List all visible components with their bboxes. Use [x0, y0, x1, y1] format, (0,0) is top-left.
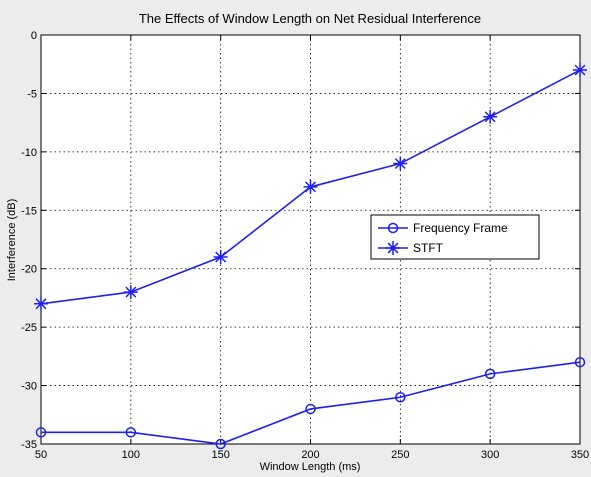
series-line-frequency-frame: [41, 361, 581, 445]
legend-label: Frequency Frame: [413, 221, 508, 235]
data-point-frequency-frame: [484, 368, 496, 380]
x-tick-label: 100: [122, 449, 140, 461]
x-tick-label: 350: [571, 449, 589, 461]
y-tick-label: -10: [21, 147, 37, 159]
data-point-stft: [393, 156, 408, 171]
grid-lines: [41, 35, 580, 444]
y-tick-label: -30: [21, 381, 37, 393]
data-point-stft-shape: [303, 179, 318, 194]
legend-box: [370, 214, 540, 260]
data-point-stft-shape: [213, 250, 228, 265]
data-point-frequency-frame: [395, 392, 406, 403]
data-point-frequency-frame: [574, 356, 586, 368]
data-point-stft-shape: [483, 109, 498, 124]
y-tick-label: -15: [21, 205, 37, 217]
data-point-stft: [213, 250, 228, 265]
y-tick-label: -35: [21, 439, 37, 451]
x-axis-ticks: 50 100 150 200 250 300 350: [35, 35, 589, 461]
legend-label: STFT: [413, 241, 444, 255]
y-tick-label: -25: [21, 322, 37, 334]
y-axis-ticks: 0 -5 -10 -15 -20 -25 -30 -35: [21, 30, 580, 451]
legend-marker-stft-shape: [386, 241, 400, 255]
data-point-frequency-frame: [125, 427, 137, 438]
data-point-stft: [483, 109, 498, 124]
data-point-stft-shape: [573, 63, 587, 78]
y-axis-label: Interference (dB): [6, 199, 18, 282]
data-point-frequency-frame: [215, 438, 226, 450]
x-axis-label: Window Length (ms): [260, 461, 361, 473]
data-point-stft-shape: [393, 156, 408, 171]
legend-item-frequency-frame: Frequency Frame: [378, 221, 508, 235]
legend-item-stft: STFT: [378, 241, 444, 255]
legend-items: Frequency Frame STFT: [378, 221, 508, 255]
data-point-stft: [123, 285, 138, 300]
y-tick-label: -20: [21, 264, 37, 276]
x-tick-label: 200: [301, 449, 319, 461]
x-tick-label: 150: [211, 449, 229, 461]
x-tick-label: 250: [391, 449, 409, 461]
data-point-stft: [34, 296, 48, 311]
x-tick-label: 50: [35, 449, 47, 461]
legend: Frequency Frame STFT: [370, 214, 540, 260]
data-point-frequency-frame: [305, 403, 316, 415]
y-tick-label: -5: [27, 88, 37, 100]
y-tick-label: 0: [31, 30, 37, 42]
data-point-stft-shape: [123, 285, 138, 300]
data-point-stft: [303, 179, 318, 194]
data-point-stft: [573, 63, 587, 78]
chart-title: The Effects of Window Length on Net Resi…: [139, 11, 481, 26]
data-point-frequency-frame: [35, 427, 47, 438]
x-tick-label: 300: [481, 449, 499, 461]
series-markers: [34, 63, 587, 450]
legend-marker-stft: [386, 241, 400, 255]
legend-marker-frequency-frame: [387, 222, 399, 234]
data-point-stft-shape: [34, 296, 48, 311]
